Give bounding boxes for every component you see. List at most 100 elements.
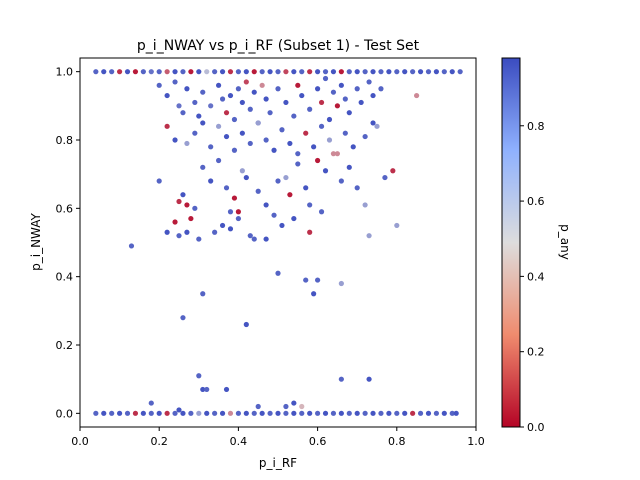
- data-point: [251, 410, 257, 416]
- colorbar-tick-label: 0.4: [527, 270, 545, 283]
- data-point: [243, 79, 249, 85]
- data-point: [219, 410, 226, 416]
- data-point: [239, 168, 245, 174]
- data-point: [354, 185, 360, 191]
- x-tick-label: 0.2: [150, 435, 168, 448]
- data-point: [156, 82, 162, 88]
- data-point: [176, 103, 182, 109]
- data-point: [283, 99, 289, 106]
- data-point: [204, 69, 210, 75]
- data-point: [93, 410, 99, 416]
- data-point: [299, 69, 305, 75]
- data-point: [263, 236, 269, 242]
- data-point: [291, 113, 297, 119]
- data-point: [346, 164, 352, 170]
- data-point: [334, 103, 340, 109]
- data-point: [164, 410, 170, 416]
- data-point: [156, 69, 162, 75]
- data-point: [109, 69, 115, 75]
- data-point: [255, 120, 261, 126]
- data-point: [330, 410, 337, 416]
- data-point: [231, 147, 238, 153]
- data-point: [453, 410, 459, 416]
- data-point: [259, 69, 265, 75]
- data-point: [184, 229, 190, 235]
- data-point: [235, 410, 241, 416]
- data-point: [184, 140, 190, 147]
- data-point: [370, 410, 376, 416]
- y-axis-label: p_i_NWAY: [29, 212, 43, 270]
- data-point: [378, 410, 384, 416]
- data-point: [216, 82, 222, 88]
- data-point: [196, 410, 202, 416]
- data-point: [180, 315, 186, 321]
- data-point: [243, 410, 249, 416]
- points-layer: [93, 69, 463, 416]
- data-point: [192, 205, 198, 211]
- data-point: [148, 69, 154, 75]
- data-point: [307, 106, 313, 112]
- data-point: [342, 96, 348, 102]
- data-point: [223, 386, 230, 393]
- data-point: [346, 69, 352, 75]
- data-point: [156, 178, 162, 184]
- data-point: [124, 69, 131, 75]
- data-point: [410, 410, 416, 416]
- data-point: [212, 229, 218, 235]
- data-point: [330, 89, 337, 95]
- y-tick-label: 1.0: [56, 66, 74, 79]
- data-point: [172, 410, 178, 416]
- data-point: [303, 130, 309, 136]
- data-point: [390, 168, 396, 174]
- data-point: [287, 140, 293, 147]
- data-point: [358, 99, 364, 106]
- data-point: [330, 69, 337, 75]
- data-point: [315, 86, 321, 92]
- data-point: [370, 120, 376, 126]
- data-point: [255, 403, 261, 410]
- data-point: [307, 202, 313, 208]
- data-point: [362, 69, 368, 75]
- data-point: [196, 236, 202, 242]
- data-point: [184, 202, 190, 208]
- data-point: [267, 110, 273, 116]
- data-point: [216, 123, 222, 129]
- data-point: [394, 69, 400, 75]
- data-point: [227, 410, 234, 416]
- data-point: [172, 219, 178, 225]
- colorbar: [501, 57, 521, 428]
- data-point: [164, 69, 170, 75]
- data-point: [212, 69, 218, 75]
- data-point: [402, 410, 408, 416]
- data-point: [247, 106, 253, 112]
- data-point: [180, 192, 186, 198]
- data-point: [263, 137, 269, 143]
- data-point: [148, 400, 154, 406]
- data-point: [299, 92, 305, 99]
- data-point: [334, 151, 340, 157]
- data-point: [263, 96, 269, 102]
- data-point: [433, 410, 439, 416]
- data-point: [255, 188, 261, 194]
- data-point: [223, 110, 230, 116]
- data-point: [128, 243, 135, 249]
- data-point: [275, 178, 281, 184]
- data-point: [303, 185, 309, 191]
- data-point: [109, 410, 115, 416]
- data-point: [132, 410, 139, 416]
- data-point: [219, 96, 226, 102]
- data-point: [370, 92, 376, 99]
- data-point: [283, 403, 289, 410]
- data-point: [235, 209, 241, 215]
- data-point: [279, 127, 285, 133]
- data-point: [208, 178, 214, 184]
- data-point: [378, 69, 384, 75]
- data-point: [291, 400, 297, 406]
- data-point: [315, 277, 321, 283]
- data-point: [259, 82, 265, 88]
- data-point: [378, 86, 384, 92]
- data-point: [208, 144, 214, 150]
- data-point: [172, 79, 178, 85]
- colorbar-tick-label: 0.0: [527, 421, 545, 434]
- data-point: [267, 410, 273, 416]
